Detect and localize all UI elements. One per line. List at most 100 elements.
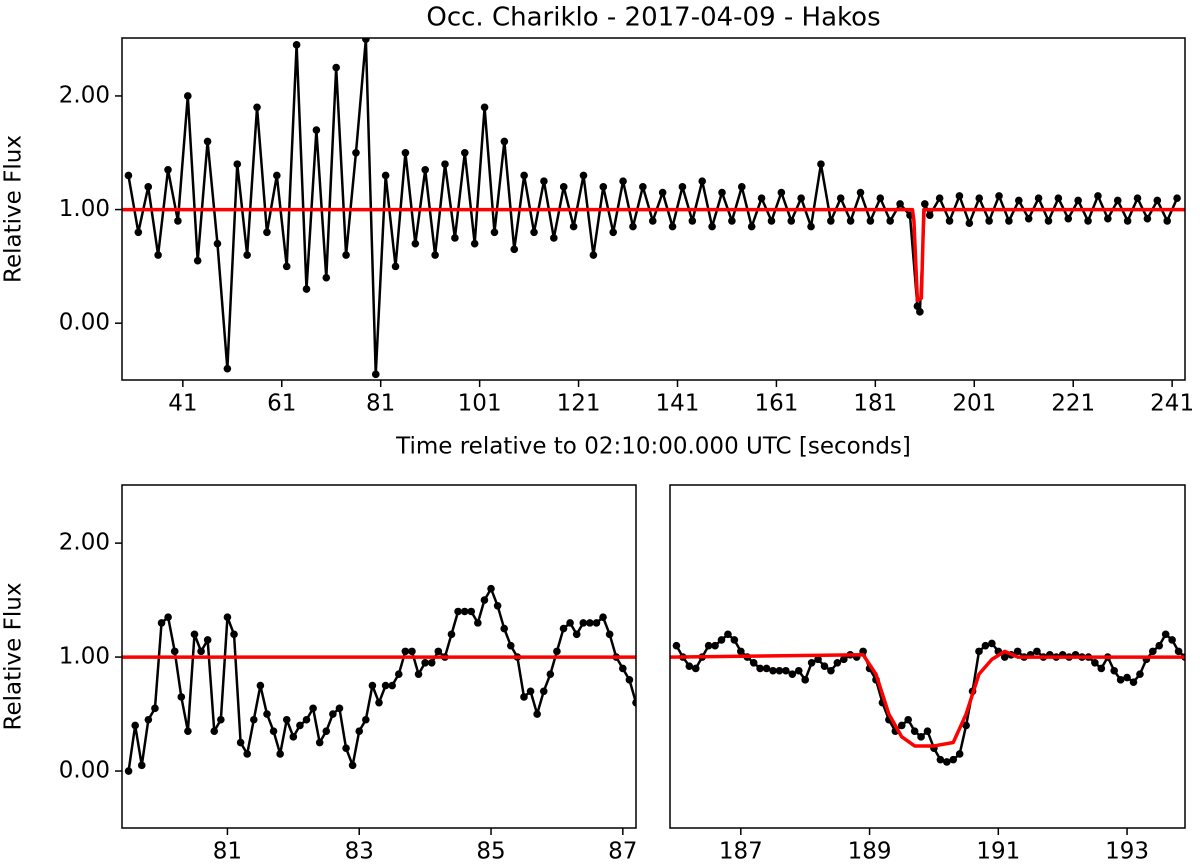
- data-point: [309, 704, 317, 713]
- data-point: [955, 192, 964, 200]
- data-point: [273, 171, 281, 180]
- data-point: [1000, 653, 1009, 661]
- data-point: [782, 666, 790, 675]
- data-point: [296, 721, 304, 730]
- data-point: [1033, 647, 1041, 656]
- data-point: [1116, 676, 1125, 684]
- data-point: [995, 192, 1003, 200]
- data-point: [1168, 636, 1176, 644]
- data-point: [1149, 647, 1157, 656]
- data-point: [230, 630, 238, 639]
- data-point: [223, 364, 232, 373]
- data-point: [730, 636, 739, 644]
- data-point: [203, 137, 212, 146]
- x-tick-label: 189: [848, 839, 892, 865]
- data-point: [1110, 666, 1118, 675]
- data-point: [814, 655, 822, 664]
- data-point: [975, 647, 983, 656]
- data-point: [975, 194, 984, 203]
- x-tick-label: 241: [1150, 391, 1194, 417]
- data-point: [183, 92, 192, 100]
- data-point: [1143, 214, 1152, 223]
- data-point: [1091, 658, 1099, 667]
- data-point: [276, 750, 284, 758]
- data-point: [1123, 673, 1131, 682]
- data-point: [243, 750, 252, 758]
- data-point: [236, 738, 245, 747]
- data-point: [1013, 647, 1022, 656]
- data-point: [1173, 194, 1181, 203]
- data-point: [506, 641, 515, 650]
- series-line: [670, 649, 1185, 748]
- data-point: [312, 126, 321, 134]
- data-point: [550, 234, 558, 242]
- data-point: [559, 624, 568, 633]
- data-point: [599, 183, 608, 191]
- x-axis-label: Time relative to 02:10:00.000 UTC [secon…: [395, 434, 911, 460]
- data-point: [131, 721, 139, 730]
- data-point: [904, 715, 912, 724]
- data-point: [474, 619, 482, 627]
- data-point: [526, 687, 535, 696]
- data-point: [302, 715, 311, 724]
- y-tick-label: 0.00: [59, 310, 110, 336]
- data-point: [756, 664, 764, 673]
- plot-area: [122, 584, 636, 775]
- data-point: [592, 619, 601, 627]
- data-point: [935, 194, 944, 203]
- data-point: [315, 738, 324, 747]
- data-point: [886, 217, 894, 225]
- data-point: [691, 664, 700, 673]
- data-point: [797, 194, 805, 203]
- data-point: [648, 217, 657, 225]
- data-point: [137, 761, 146, 770]
- data-point: [164, 613, 172, 621]
- data-point: [762, 664, 771, 673]
- data-point: [609, 228, 617, 237]
- data-point: [625, 676, 634, 684]
- data-point: [1005, 217, 1013, 225]
- data-point: [520, 693, 528, 701]
- data-point: [658, 188, 667, 197]
- data-point: [427, 658, 436, 667]
- data-point: [431, 251, 439, 259]
- data-point: [1097, 664, 1106, 673]
- data-point: [388, 681, 396, 690]
- data-point: [144, 715, 153, 724]
- data-point: [540, 177, 548, 185]
- data-point: [827, 217, 835, 225]
- data-point: [381, 681, 390, 690]
- data-point: [925, 211, 934, 220]
- data-point: [203, 636, 212, 644]
- data-point: [728, 217, 736, 225]
- data-point: [1163, 217, 1171, 225]
- data-point: [124, 767, 133, 775]
- x-tick-label: 61: [267, 391, 296, 417]
- x-tick-label: 81: [366, 391, 395, 417]
- data-point: [955, 750, 964, 758]
- data-point: [921, 200, 929, 208]
- data-point: [282, 262, 291, 271]
- data-point: [579, 619, 588, 627]
- data-point: [817, 160, 825, 168]
- data-point: [263, 228, 271, 237]
- data-point: [846, 217, 855, 225]
- y-axis-label: Relative Flux: [1, 583, 27, 731]
- data-point: [794, 666, 803, 675]
- data-point: [579, 171, 588, 180]
- x-tick-label: 83: [345, 839, 374, 865]
- data-point: [447, 630, 456, 639]
- data-point: [164, 166, 172, 174]
- data-point: [962, 721, 970, 730]
- data-point: [480, 103, 489, 112]
- data-point: [342, 744, 350, 753]
- data-point: [856, 188, 865, 197]
- data-point: [411, 239, 420, 248]
- data-point: [619, 664, 627, 673]
- x-tick-label: 87: [608, 839, 637, 865]
- data-point: [1155, 641, 1164, 650]
- data-point: [559, 183, 568, 191]
- data-point: [572, 630, 581, 639]
- data-point: [352, 148, 360, 157]
- y-tick-label: 2.00: [59, 82, 110, 108]
